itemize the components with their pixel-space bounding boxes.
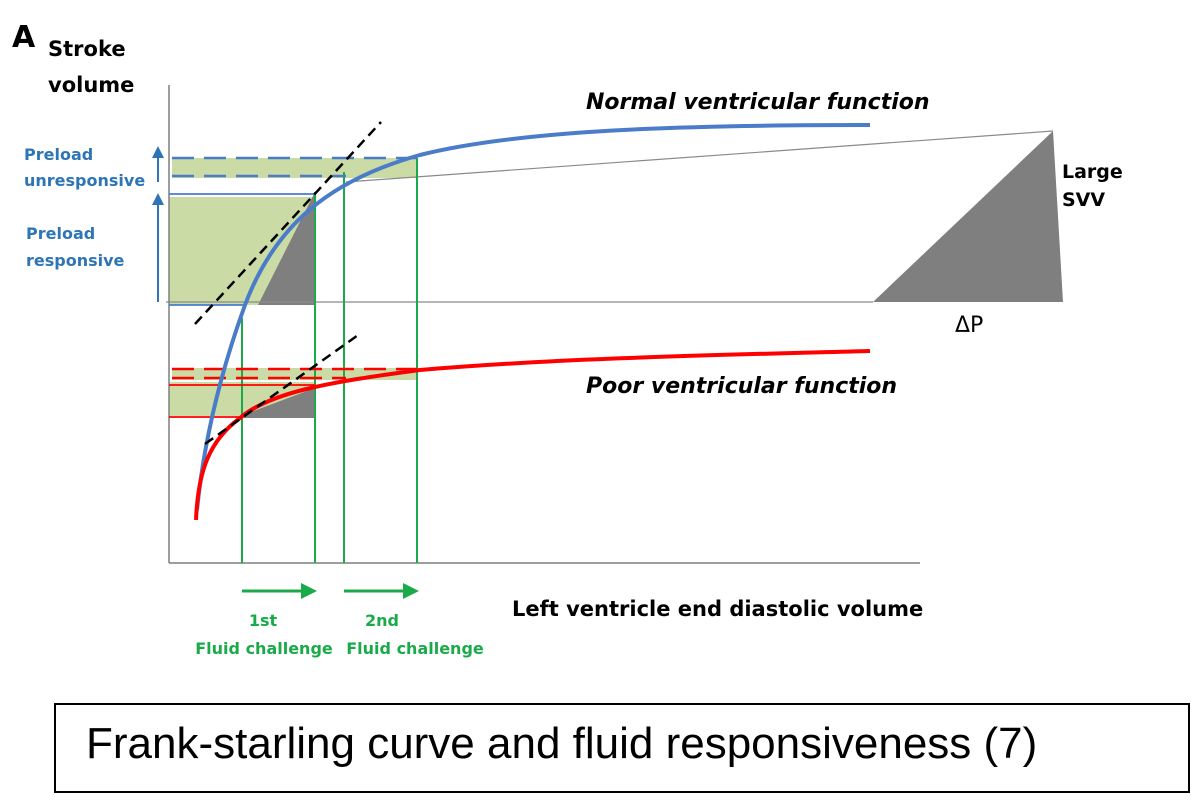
unresponsive-arrow-head [152,146,164,158]
responsive-label-line1: Preload [26,224,95,243]
caption-box: Frank-starling curve and fluid responsiv… [54,703,1190,793]
normal-unresponsive-region [172,158,417,178]
normal-curve-label: Normal ventricular function [586,90,930,115]
caption-text: Frank-starling curve and fluid responsiv… [86,719,1038,768]
svv-upper-line [345,130,1054,183]
svv-label-line1: Large [1062,161,1123,183]
x-axis-label: Left ventricle end diastolic volume [512,597,923,621]
second-challenge-label-line1: 2nd [365,611,399,630]
first-challenge-arrow-head [301,583,317,599]
first-challenge-label-line1: 1st [249,611,278,630]
poor-function-curve [194,349,871,521]
svv-label-line2: SVV [1062,189,1105,211]
poor-curve-label: Poor ventricular function [586,374,897,399]
normal-tangent-line [194,121,382,325]
responsive-arrow-head [152,193,164,205]
delta-p-label: ΔP [955,313,983,338]
poor-unresponsive-region [172,368,417,380]
first-challenge-label-line2: Fluid challenge [195,639,333,658]
panel-letter: A [12,20,36,55]
y-axis-label-line1: Stroke [48,37,126,61]
unresponsive-label-line1: Preload [24,145,93,164]
y-axis-label-line2: volume [48,73,134,97]
normal-function-curve [195,123,871,511]
poor-gray-triangle [235,388,315,418]
second-challenge-arrow-head [403,583,419,599]
responsive-label-line2: responsive [26,251,125,270]
svv-triangle [873,131,1063,302]
second-challenge-label-line2: Fluid challenge [346,639,484,658]
unresponsive-label-line2: unresponsive [24,171,145,190]
